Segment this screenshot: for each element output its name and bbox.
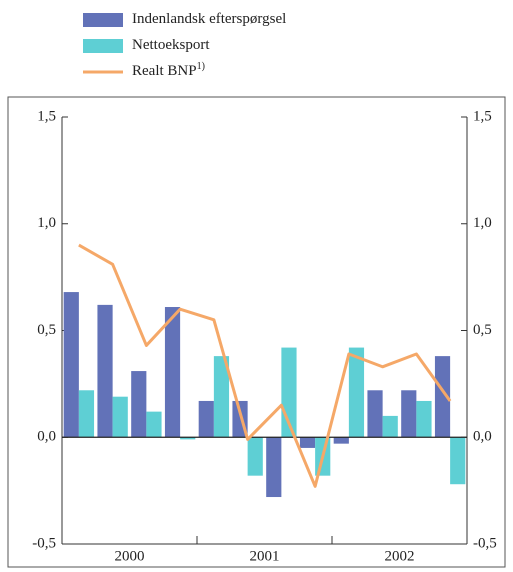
bar: [198, 400, 214, 438]
legend-name: Realt BNP: [132, 63, 197, 79]
bar: [213, 356, 230, 438]
bar: [382, 415, 398, 438]
legend-label: Indenlandsk efterspørgsel: [132, 11, 286, 27]
bar: [333, 437, 349, 444]
y2-tick-label: -0,5: [473, 535, 497, 551]
line: [78, 243, 452, 488]
legend-swatch: [83, 39, 123, 53]
legend-name: Nettoeksport: [132, 37, 210, 53]
bar: [131, 371, 147, 438]
x-group-label: 2001: [250, 548, 280, 564]
bar: [112, 396, 128, 438]
y2-tick-label: 1,0: [473, 215, 492, 231]
y2-tick-label: 0,0: [473, 429, 492, 445]
bar: [164, 307, 181, 438]
x-group-label: 2000: [115, 548, 145, 564]
x-group-label: 2002: [385, 548, 415, 564]
bar: [348, 347, 365, 438]
y-tick-label: 0,0: [37, 429, 56, 445]
bar: [146, 411, 162, 438]
legend-label: Realt BNP1): [132, 61, 205, 79]
bar: [266, 437, 282, 498]
bar: [78, 390, 95, 438]
legend-name: Indenlandsk efterspørgsel: [132, 11, 286, 27]
y-tick-label: 0,5: [37, 322, 56, 338]
legend-swatch: [83, 13, 123, 27]
bar: [247, 437, 263, 476]
y2-tick-label: 1,5: [473, 108, 492, 124]
y-tick-label: 1,5: [37, 108, 56, 124]
bar: [416, 400, 432, 438]
y-tick-label: -0,5: [32, 535, 56, 551]
bar: [180, 437, 196, 440]
bar: [434, 356, 451, 438]
bar: [367, 390, 383, 438]
legend-note: 1): [197, 61, 205, 72]
legend-label: Nettoeksport: [132, 37, 210, 53]
bar: [299, 437, 316, 448]
bar: [401, 390, 417, 438]
bar: [97, 304, 113, 438]
frame: [7, 96, 506, 568]
bar: [450, 437, 466, 485]
y-tick-label: 1,0: [37, 215, 56, 231]
bar: [63, 292, 79, 438]
y2-tick-label: 0,5: [473, 322, 492, 338]
